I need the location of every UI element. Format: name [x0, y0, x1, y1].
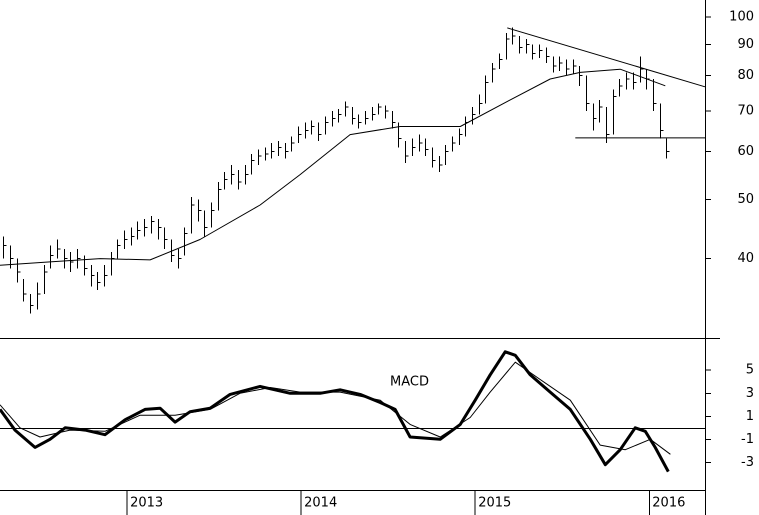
- y-tick-label: 1: [746, 409, 754, 424]
- y-tick-label: -1: [741, 432, 754, 447]
- moving-average: [0, 68, 666, 266]
- y-tick-label: 90: [737, 37, 754, 52]
- series-label: MACD: [390, 375, 429, 390]
- trendline: [507, 27, 706, 88]
- y-tick-label: 70: [737, 103, 754, 118]
- series-line: [0, 350, 670, 473]
- y-tick-label: 3: [746, 386, 754, 401]
- x-tick-label: 2015: [478, 496, 511, 511]
- y-tick-label: 60: [737, 144, 754, 159]
- y-tick-label: 50: [737, 192, 754, 207]
- series-line: [0, 361, 671, 455]
- y-tick-label: 5: [746, 363, 754, 378]
- y-tick-label: 80: [737, 68, 754, 83]
- y-tick-label: 40: [737, 251, 754, 266]
- x-tick-label: 2013: [130, 496, 163, 511]
- x-tick-label: 2016: [652, 496, 685, 511]
- x-tick-label: 2014: [304, 496, 337, 511]
- y-tick-label: 100: [729, 9, 754, 24]
- y-tick-label: -3: [741, 455, 754, 470]
